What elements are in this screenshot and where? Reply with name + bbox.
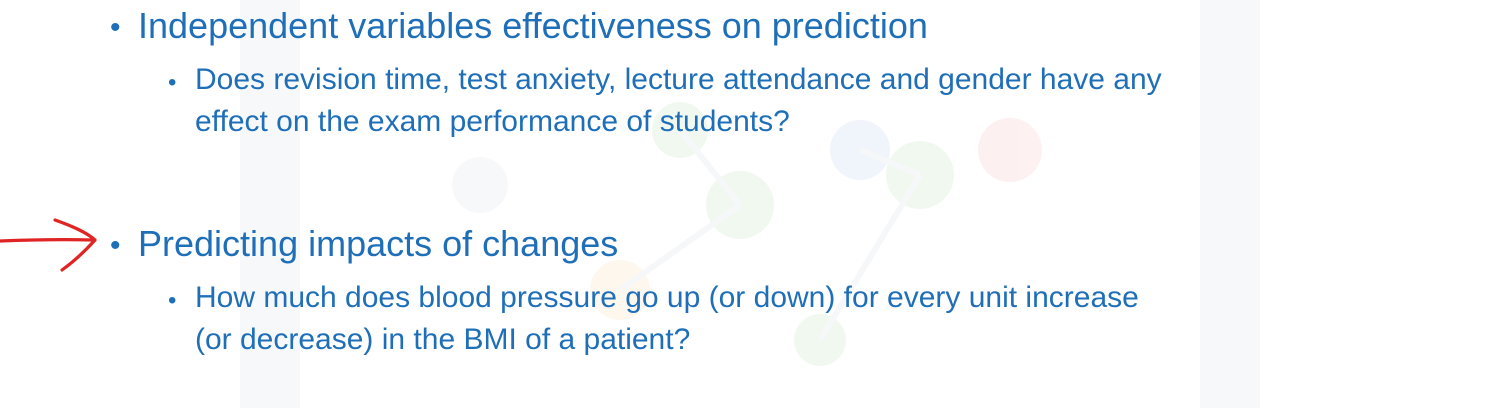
- sub-bullet-dot: •: [168, 287, 177, 314]
- sub-bullet-line: (or decrease) in the BMI of a patient?: [195, 323, 691, 356]
- bullet-dot: •: [110, 229, 121, 262]
- sub-bullet-line: How much does blood pressure go up (or d…: [195, 281, 1139, 314]
- sub-bullet-line: Does revision time, test anxiety, lectur…: [195, 63, 1162, 96]
- sub-bullet-line: effect on the exam performance of studen…: [195, 105, 790, 138]
- bullet-heading-independent-variables: Independent variables effectiveness on p…: [138, 5, 928, 46]
- hand-drawn-arrow-icon: [0, 218, 97, 272]
- bullet-heading-predicting-impacts: Predicting impacts of changes: [138, 223, 619, 264]
- sub-bullet-dot: •: [168, 69, 177, 96]
- bullet-dot: •: [110, 11, 121, 44]
